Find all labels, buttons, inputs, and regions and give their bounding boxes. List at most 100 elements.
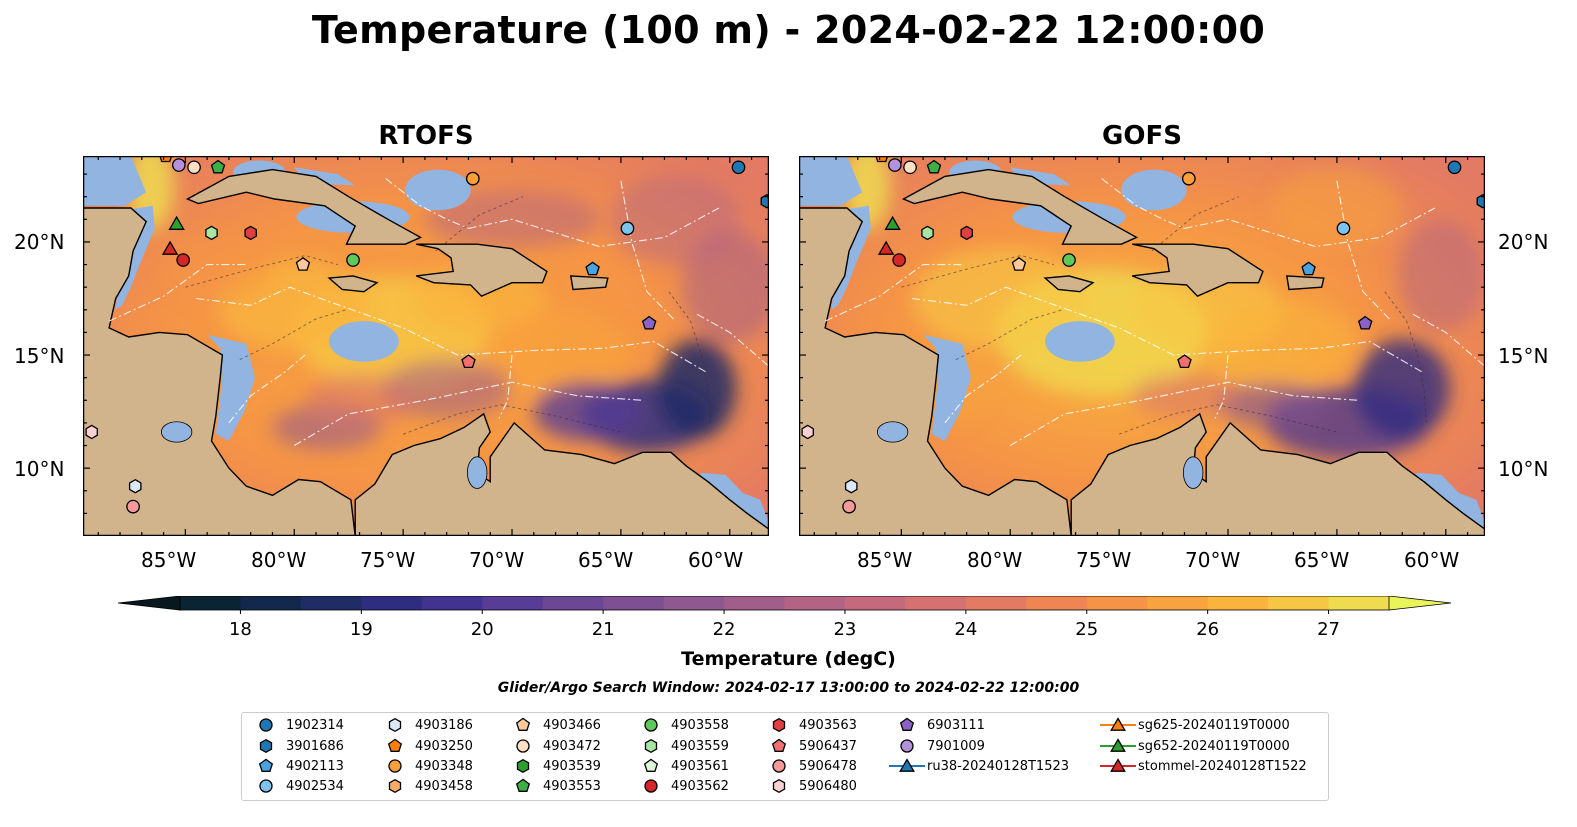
legend-label: 4903458: [415, 778, 473, 794]
colorbar-segment: [300, 596, 362, 610]
legend-symbol: [375, 737, 415, 755]
legend-marker: [1110, 758, 1126, 772]
legend-item: 1902314: [246, 716, 344, 734]
float-marker-4903250: [875, 156, 889, 163]
float-marker-4903562: [176, 253, 191, 267]
eez-boundary: [1336, 180, 1392, 322]
legend-marker: [772, 778, 786, 794]
glider-marker-sg652: [168, 215, 185, 230]
legend-marker: [1110, 717, 1126, 731]
legend-marker: [643, 758, 659, 772]
glider-marker-stommel: [877, 240, 895, 255]
shelf-area: [329, 321, 399, 362]
eez-boundaries: [824, 178, 1485, 446]
legend-label: 6903111: [927, 717, 985, 733]
legend-symbol: [246, 777, 286, 795]
colorbar-tick-label: 21: [591, 619, 615, 640]
colorbar-tick-label: 24: [954, 619, 978, 640]
legend-label: 1902314: [286, 717, 344, 733]
colorbar-segment: [542, 596, 604, 610]
temperature-patch: [1397, 219, 1485, 333]
legend-item: 4903458: [375, 777, 473, 795]
legend-label: sg625-20240119T0000: [1138, 717, 1290, 733]
colorbar-segment: [1147, 596, 1209, 610]
eez-boundary: [824, 264, 963, 322]
eez-boundary: [912, 286, 1425, 374]
float-marker-4903472: [187, 160, 201, 175]
legend-marker: [644, 738, 658, 754]
legend-marker: [899, 758, 915, 772]
float-marker-4903563: [244, 225, 257, 241]
depth-contour: [185, 254, 338, 288]
legend-item: 4902534: [246, 777, 344, 795]
legend-symbol: [503, 737, 543, 755]
legend-label: 4902534: [286, 778, 344, 794]
lon-tick-80w: 80°W: [251, 548, 307, 572]
lon-tick-70w: 70°W: [469, 548, 525, 572]
float-marker-5906437: [461, 354, 476, 369]
glider-marker-stommel: [161, 240, 179, 255]
lat-tick-10n: 10°N: [14, 457, 65, 481]
legend-label: 3901686: [286, 738, 344, 754]
legend-symbol: [759, 716, 799, 734]
hispaniola-land: [415, 243, 548, 298]
colorbar-tick-label: 19: [349, 619, 373, 640]
legend-marker: [388, 759, 402, 773]
legend-item: ru38-20240128T1523: [887, 757, 1069, 775]
lon-tick-85w-right: 85°W: [857, 548, 913, 572]
lake: [161, 421, 193, 443]
depth-contour: [435, 196, 524, 252]
legend-symbol: [1098, 716, 1138, 734]
colorbar-segment: [603, 596, 665, 610]
lon-tick-85w: 85°W: [141, 548, 197, 572]
float-marker-4903553: [210, 159, 226, 174]
legend-symbol: [503, 757, 543, 775]
land-layer: [83, 168, 769, 536]
legend-label: 4903563: [799, 717, 857, 733]
colorbar-segment: [240, 596, 302, 610]
temperature-patch: [479, 309, 632, 401]
colorbar-tick-label: 20: [470, 619, 494, 640]
colorbar-segment: [1268, 596, 1330, 610]
colorbar-segment: [1086, 596, 1148, 610]
panel-title-rtofs: RTOFS: [378, 121, 474, 151]
temperature-patch: [533, 382, 643, 441]
legend-symbol: [759, 777, 799, 795]
colorbar-segment: [905, 596, 967, 610]
eez-boundary: [385, 178, 469, 229]
legend-item: 4903553: [503, 777, 601, 795]
legend-item: 4903562: [631, 777, 729, 795]
float-marker-5906478: [126, 499, 140, 514]
legend-symbol: [759, 737, 799, 755]
platform-markers: [801, 156, 1485, 514]
depth-contours: [901, 196, 1427, 435]
legend-item: 4903561: [631, 757, 729, 775]
eez-boundary: [1009, 381, 1359, 446]
legend-symbol: [375, 757, 415, 775]
cuba-land: [185, 168, 423, 245]
legend-symbol: [246, 737, 286, 755]
lakes: [877, 421, 1204, 489]
float-marker-5906478: [842, 499, 856, 514]
legend-label: 4902113: [286, 758, 344, 774]
glider-marker-sg652: [884, 215, 901, 230]
legend-symbol: [887, 757, 927, 775]
colorbar-segment: [1026, 596, 1088, 610]
legend-item: 4903563: [759, 716, 857, 734]
legend-item: 4902113: [246, 757, 344, 775]
depth-contours: [185, 196, 711, 435]
colorbar-label: Temperature (degC): [681, 648, 896, 670]
legend-label: 4903466: [543, 717, 601, 733]
land-layer: [799, 168, 1485, 536]
lon-tick-60w: 60°W: [688, 548, 744, 572]
shelf-area: [83, 156, 147, 206]
platform-markers: [85, 156, 769, 514]
lon-tick-75w: 75°W: [360, 548, 416, 572]
legend-item: 7901009: [887, 737, 985, 755]
lat-tick-15n-right: 15°N: [1498, 344, 1549, 368]
tick-marks: [83, 156, 769, 536]
legend-label: 5906478: [799, 758, 857, 774]
depth-contour: [955, 309, 1063, 361]
map-gofs: [799, 156, 1485, 536]
lon-tick-65w-right: 65°W: [1294, 548, 1350, 572]
